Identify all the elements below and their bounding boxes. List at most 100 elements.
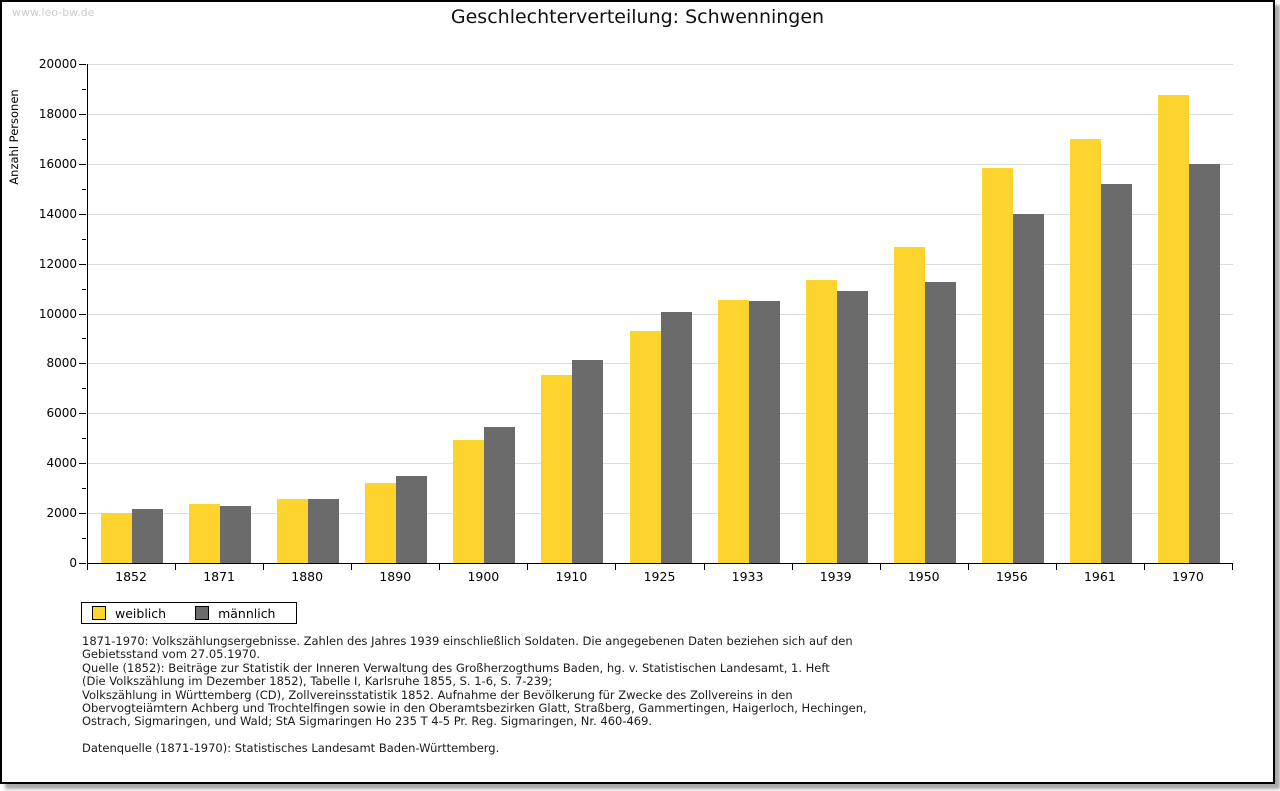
bar-weiblich-1933	[717, 299, 749, 563]
y-axis-tick	[82, 138, 86, 140]
y-axis-tick	[79, 113, 86, 115]
y-axis-tick	[79, 513, 86, 515]
legend-swatch-maennlich	[195, 606, 210, 620]
y-axis-tick	[79, 213, 86, 215]
footnote-line: Obervogteiämtern Achberg und Trochtelfin…	[82, 701, 867, 716]
footnote-line	[82, 729, 867, 742]
y-axis-tick	[79, 64, 86, 65]
x-tick-label: 1925	[643, 569, 676, 584]
footnotes: 1871-1970: Volkszählungsergebnisse. Zahl…	[82, 634, 867, 756]
y-axis-tick	[82, 388, 86, 390]
bar-männlich-1900	[484, 427, 516, 563]
x-tick-label: 1939	[819, 569, 852, 584]
x-tick-label: 1970	[1172, 569, 1204, 584]
bar-männlich-1956	[1012, 213, 1044, 563]
x-axis-tick	[703, 564, 705, 570]
gridline	[88, 213, 1233, 215]
y-axis-tick	[82, 488, 86, 490]
bar-weiblich-1939	[805, 279, 837, 563]
footnote-line: Ostrach, Sigmaringen, und Wald; StA Sigm…	[82, 714, 653, 729]
x-axis-tick	[351, 564, 353, 570]
bar-weiblich-1871	[189, 504, 221, 563]
bar-männlich-1880	[308, 499, 340, 563]
gridline	[88, 263, 1233, 265]
bar-männlich-1961	[1100, 183, 1132, 563]
footnote-line: 1871-1970: Volkszählungsergebnisse. Zahl…	[82, 634, 853, 648]
x-tick-label: 1852	[115, 569, 147, 584]
y-tick-label: 16000	[38, 156, 77, 171]
y-axis-tick	[79, 313, 86, 315]
y-tick-label: 2000	[46, 506, 77, 521]
x-axis-tick	[87, 564, 88, 570]
y-axis-tick	[82, 88, 86, 90]
gridline	[88, 64, 1233, 65]
x-tick-label: 1890	[379, 569, 412, 584]
footnote-line: Volkszählung in Württemberg (CD), Zollve…	[82, 687, 793, 702]
x-tick-label: 1871	[203, 569, 236, 584]
y-axis-title: Anzahl Personen	[7, 89, 21, 185]
legend: weiblich männlich	[81, 602, 297, 624]
bar-weiblich-1956	[981, 167, 1013, 563]
y-tick-label: 14000	[38, 206, 77, 221]
y-tick-label: 12000	[38, 256, 77, 271]
gridline	[88, 113, 1233, 115]
chart-title: Geschlechterverteilung: Schwenningen	[450, 6, 825, 28]
y-axis-tick	[82, 288, 86, 290]
y-axis-tick	[79, 563, 86, 564]
bar-weiblich-1880	[277, 499, 309, 563]
x-tick-label: 1910	[555, 569, 588, 584]
x-tick-label: 1933	[731, 569, 764, 584]
x-tick-label: 1900	[467, 569, 500, 584]
x-axis-tick	[791, 564, 793, 570]
y-tick-label: 20000	[38, 57, 77, 71]
bar-männlich-1925	[660, 312, 692, 563]
x-axis-tick	[527, 564, 529, 570]
y-axis-tick	[79, 163, 86, 165]
x-axis-tick	[967, 564, 969, 570]
bar-weiblich-1950	[893, 247, 925, 563]
x-tick-label: 1950	[907, 569, 940, 584]
footnote-line: Datenquelle (1871-1970): Statistisches L…	[82, 741, 500, 756]
x-axis-tick	[263, 564, 265, 570]
x-axis-tick	[879, 564, 881, 570]
footnote-line: Gebietsstand vom 27.05.1970.	[82, 647, 261, 662]
bar-weiblich-1900	[453, 439, 485, 563]
x-axis-tick	[1232, 564, 1233, 570]
y-axis-tick	[82, 538, 86, 540]
x-axis-tick	[615, 564, 617, 570]
x-axis-tick	[175, 564, 177, 570]
bar-weiblich-1890	[365, 483, 397, 563]
footnote-line: (Die Volkszählung im Dezember 1852), Tab…	[82, 674, 553, 689]
footnote-line: Quelle (1852): Beiträge zur Statistik de…	[82, 660, 830, 675]
watermark: www.leo-bw.de	[12, 6, 95, 19]
bar-männlich-1852	[132, 509, 164, 563]
x-tick-label: 1956	[995, 569, 1028, 584]
bar-männlich-1970	[1188, 163, 1220, 563]
y-axis-tick	[79, 263, 86, 265]
legend-swatch-weiblich	[92, 606, 106, 620]
x-tick-label: 1961	[1083, 569, 1116, 584]
bar-männlich-1890	[396, 475, 428, 563]
bar-männlich-1933	[748, 301, 780, 563]
y-axis-tick	[79, 413, 86, 415]
y-tick-label: 4000	[46, 456, 77, 471]
x-axis-tick	[1143, 564, 1145, 570]
bar-weiblich-1970	[1157, 95, 1189, 563]
x-axis-tick	[1055, 564, 1057, 570]
bar-weiblich-1910	[541, 374, 573, 563]
plot-area	[87, 64, 1233, 564]
bar-weiblich-1925	[629, 330, 661, 563]
y-axis-tick	[82, 338, 86, 340]
bar-männlich-1939	[836, 291, 868, 563]
y-axis-tick	[82, 238, 86, 240]
bar-männlich-1910	[572, 359, 604, 563]
bar-weiblich-1961	[1069, 138, 1101, 563]
x-tick-label: 1880	[291, 569, 324, 584]
y-axis-tick	[79, 363, 86, 365]
y-tick-label: 6000	[46, 406, 77, 421]
bar-weiblich-1852	[101, 513, 133, 563]
y-tick-label: 0	[69, 556, 77, 570]
bar-männlich-1871	[220, 505, 252, 563]
x-axis-tick	[439, 564, 441, 570]
